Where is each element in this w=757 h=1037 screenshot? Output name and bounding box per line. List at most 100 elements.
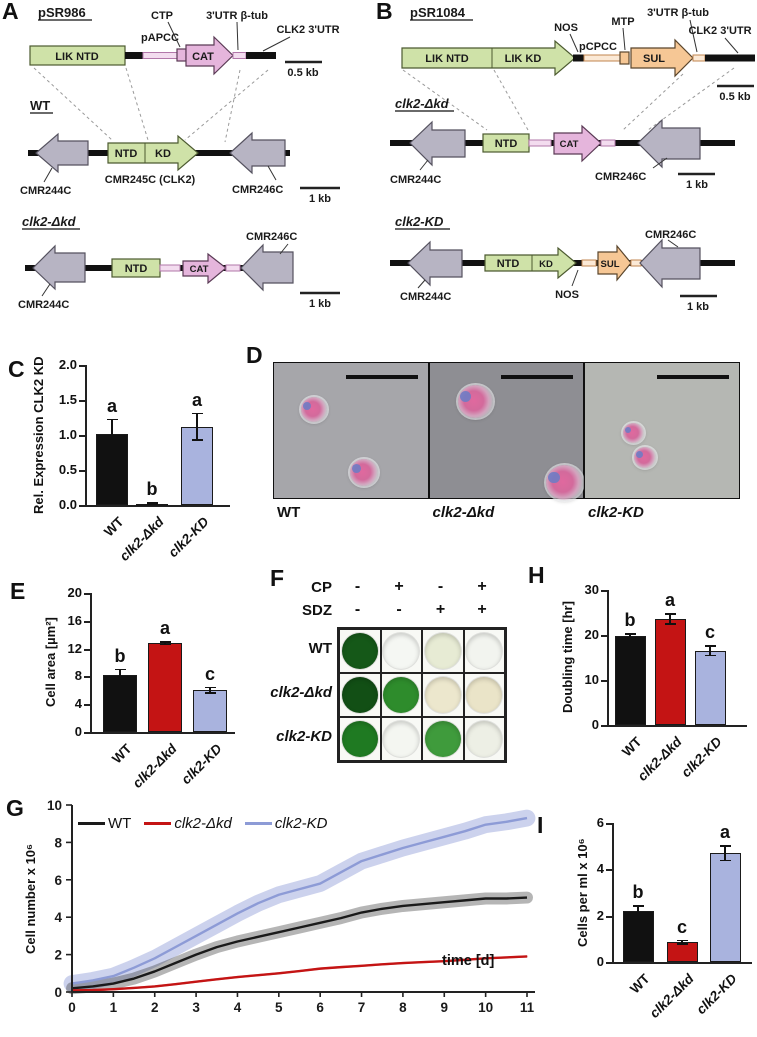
y-tick-label: 1.5 [58,392,77,407]
y-axis [607,590,609,725]
condition-sign: - [437,578,444,595]
error-bar [629,633,631,640]
image-scale-bar [656,375,729,379]
pcpcc-label: pCPCC [579,41,617,53]
y-tick [601,590,607,592]
micrograph-wt [273,362,429,499]
y-tick [606,962,612,964]
cmr244c-label: CMR244C [18,299,69,311]
significance-letter: b [114,645,126,666]
significance-letter: b [146,479,158,500]
ntd-label: NTD [497,258,520,270]
image-label: WT [277,504,301,521]
cmr246c-arrow [240,243,294,292]
svg-text:6: 6 [316,1000,324,1015]
condition-sign: + [477,578,487,595]
svg-text:0: 0 [68,1000,76,1015]
scale-label: 0.5 kb [287,67,318,79]
cmr244c-arrow [32,244,86,291]
y-axis-label: Doubling time [hr] [560,601,575,714]
y-axis-label: Cells per ml x 10⁶ [575,838,590,947]
culture-well [466,721,503,757]
error-bar [724,845,726,862]
cell [350,459,378,486]
cmr244c-arrow [407,240,463,287]
significance-letter: a [719,822,730,842]
culture-well [466,633,503,669]
legend-item: clk2-KD [244,815,327,832]
bar-wt [103,675,137,732]
x-axis [612,962,752,964]
error-cap-bottom [676,943,688,946]
mtp-box [619,51,630,65]
error-cap-top [159,640,171,643]
y-tick [79,505,85,507]
cell [457,385,493,419]
error-cap-top [146,502,158,504]
y-axis [90,593,92,732]
y-tick-label: 0 [596,954,604,969]
chart-growth-curve: 0 2 4 6 8 10 0 1 2 3 4 5 6 7 8 9 10 11 Cell number x 10⁶ ti… [10,795,557,1024]
cmr244c-arrow [35,132,89,174]
significance-letter: b [632,882,644,903]
error-cap-top [664,612,676,615]
well-cell [339,717,381,761]
plasmid-name: pSR986 [38,5,86,20]
significance-letter: a [106,395,117,416]
stained-nucleus-dot [460,391,472,403]
cmr246c-arrow [637,118,701,169]
strain-row-label: WT [308,640,332,657]
y-tick-label: 20 [584,627,599,642]
x-axis [607,725,747,727]
y-tick [606,915,612,918]
well-plate-grid [337,627,507,763]
cat-arrow [185,35,234,76]
error-cap-bottom [204,692,216,694]
clk2-3utr-label: CLK2 3'UTR [688,25,751,37]
cell [301,397,327,422]
error-cap-top [719,845,731,847]
bar-clk2-dkd [654,618,686,725]
image-scale-bar [501,375,573,379]
error-cap-bottom [664,623,676,625]
y-axis-label: Cell number x 10⁶ [23,843,38,954]
kd-label: KD [539,259,553,270]
error-bar [637,905,639,917]
ctp-box [176,48,187,62]
cmr244c-label: CMR244C [20,185,71,197]
y-tick-label: 8 [74,668,82,684]
y-tick-label: 0 [591,717,599,732]
cat-label: CAT [190,264,209,275]
papcc-promoter-line [142,52,178,59]
y-tick-label: 0.5 [58,462,77,477]
stained-nucleus-dot [624,426,632,434]
y-tick [79,365,85,367]
error-bar [209,686,211,694]
y-tick-label: 20 [67,585,82,600]
cat-arrow [553,124,602,163]
well-cell [380,717,422,761]
image-scale-bar [345,375,418,379]
significance-letter: b [624,610,636,631]
error-bar [111,418,113,449]
well-cell [422,717,464,761]
x-axis-label: time [d] [442,953,495,969]
svg-text:2: 2 [54,948,62,963]
bar-wt [614,636,646,725]
svg-text:4: 4 [54,910,62,925]
y-tick-label: 4 [596,861,604,877]
bar-clk2-kd [694,650,726,725]
legend-swatch [78,821,105,826]
microscopy-image-strip: WT clk2-Δkd clk2-KD [258,356,753,526]
culture-well [466,677,503,713]
legend-item: clk2-Δkd [144,815,232,832]
y-tick [601,680,607,682]
error-bar [709,645,711,657]
y-tick [84,648,90,651]
x-axis [85,505,230,507]
cell [545,465,583,501]
bar-clk2-dkd [666,942,698,962]
stained-nucleus-dot [548,471,561,484]
svg-text:8: 8 [54,835,62,850]
well-cell [463,629,505,673]
